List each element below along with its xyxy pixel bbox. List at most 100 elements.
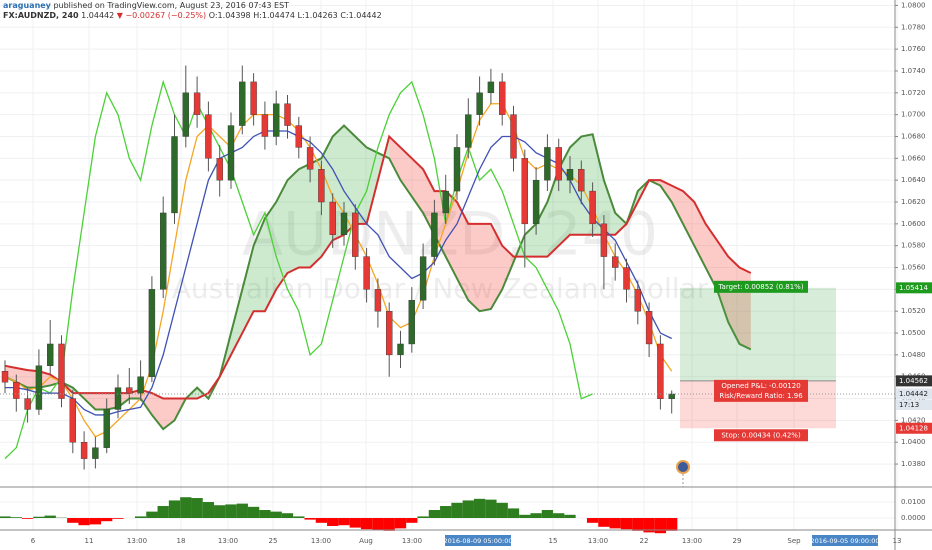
x-tick-label: 13:00 <box>682 537 702 545</box>
osc-bar <box>541 510 554 519</box>
y-tick-label: 1.0500 <box>901 329 926 337</box>
cloud-segment <box>298 163 311 268</box>
cursor-label-bg <box>812 535 878 546</box>
pnl-label: Opened P&L: -0.00120 <box>721 382 800 390</box>
candle-body <box>612 256 619 268</box>
author[interactable]: araguaney <box>3 1 51 10</box>
cloud-segment <box>253 218 265 312</box>
osc-bar <box>609 518 621 529</box>
candle-body <box>589 190 596 225</box>
candle-body <box>363 256 370 290</box>
osc-tick-label: 0.0000 <box>901 514 926 522</box>
y-tick-label: 1.0620 <box>901 198 926 206</box>
change: −0.00267 (−0.25%) <box>125 11 207 20</box>
last-price-bg <box>896 388 932 400</box>
osc-bar <box>293 516 305 519</box>
x-tick-label: 13:00 <box>311 537 331 545</box>
osc-bar <box>259 510 271 519</box>
osc-bar <box>89 518 102 525</box>
candle-body <box>239 81 246 126</box>
candle-body <box>24 398 31 410</box>
candle-body <box>623 267 630 290</box>
x-tick-label: 13:00 <box>218 537 238 545</box>
candle-body <box>1 371 9 383</box>
candle-body <box>103 409 110 448</box>
y-tick-label: 1.0600 <box>901 220 926 228</box>
cloud-segment <box>502 245 514 290</box>
candle-body <box>645 310 653 345</box>
x-tick-label: 29 <box>733 537 742 545</box>
header: araguaney published on TradingView.com, … <box>3 1 382 21</box>
cloud-segment <box>355 136 367 224</box>
target-label: Target: 0.00852 (0.81%) <box>717 283 803 291</box>
candle-body <box>92 447 99 459</box>
osc-bar <box>0 516 11 519</box>
candle-body <box>137 376 144 394</box>
candle-body <box>329 201 336 235</box>
cloud-segment <box>547 169 559 257</box>
osc-bar <box>654 518 667 534</box>
osc-bar <box>485 499 497 519</box>
osc-bar <box>33 516 45 519</box>
candle-body <box>566 169 574 181</box>
candle-body <box>668 393 675 399</box>
osc-bar <box>327 518 339 527</box>
stop-label: Stop: 0.00434 (0.42%) <box>721 431 801 439</box>
osc-bar <box>315 518 328 523</box>
candle-body <box>499 81 506 115</box>
candle-body <box>453 147 461 192</box>
stop-label-bg <box>714 429 808 442</box>
candle-body <box>69 398 77 443</box>
y-tick-label: 1.0760 <box>901 45 926 53</box>
cloud-segment <box>5 365 17 383</box>
osc-bar <box>44 515 56 519</box>
cloud-segment <box>287 169 299 273</box>
candle-body <box>114 387 122 410</box>
candle-body <box>205 114 212 159</box>
cloud-segment <box>468 223 480 312</box>
osc-bar <box>428 510 441 519</box>
candle-body <box>47 343 54 366</box>
candle-body <box>126 387 133 394</box>
osc-bar <box>236 503 248 519</box>
osc-bar <box>372 518 384 530</box>
candle-body <box>318 169 325 203</box>
candle-body <box>306 147 314 170</box>
osc-tick-label: 0.0100 <box>901 498 926 506</box>
osc-bar <box>225 504 237 519</box>
ohlc-close: C:1.04442 <box>340 11 382 20</box>
osc-bar <box>281 513 294 519</box>
candle-body <box>532 179 540 225</box>
candle-body <box>397 343 404 356</box>
candle-body <box>487 81 495 94</box>
candle-body <box>284 103 291 126</box>
osc-bar <box>473 498 486 519</box>
x-tick-label: 15 <box>549 537 558 545</box>
event-icon[interactable] <box>676 460 690 474</box>
candle-body <box>544 147 551 181</box>
osc-bar <box>553 513 565 519</box>
cloud-segment <box>603 180 616 235</box>
target-price-bg <box>896 282 932 294</box>
pnl-label-bg <box>714 379 808 402</box>
cloud-segment <box>570 136 582 235</box>
candle-body <box>295 125 302 148</box>
osc-bar <box>247 506 260 519</box>
ohlc-high: H:1.04474 <box>253 11 295 20</box>
osc-bar <box>440 506 452 519</box>
osc-bar <box>78 518 90 526</box>
candle-body <box>634 289 641 312</box>
cloud-segment <box>490 223 503 310</box>
cloud-segment <box>344 125 356 235</box>
y-tick-label: 1.0780 <box>901 23 926 31</box>
osc-bar <box>383 518 395 531</box>
candle-body <box>510 114 517 159</box>
osc-bar <box>666 518 678 531</box>
osc-bar <box>67 518 79 523</box>
osc-bar <box>564 514 576 519</box>
y-tick-label: 1.0520 <box>901 307 926 315</box>
y-tick-label: 1.0700 <box>901 111 926 119</box>
osc-bar <box>451 502 463 519</box>
